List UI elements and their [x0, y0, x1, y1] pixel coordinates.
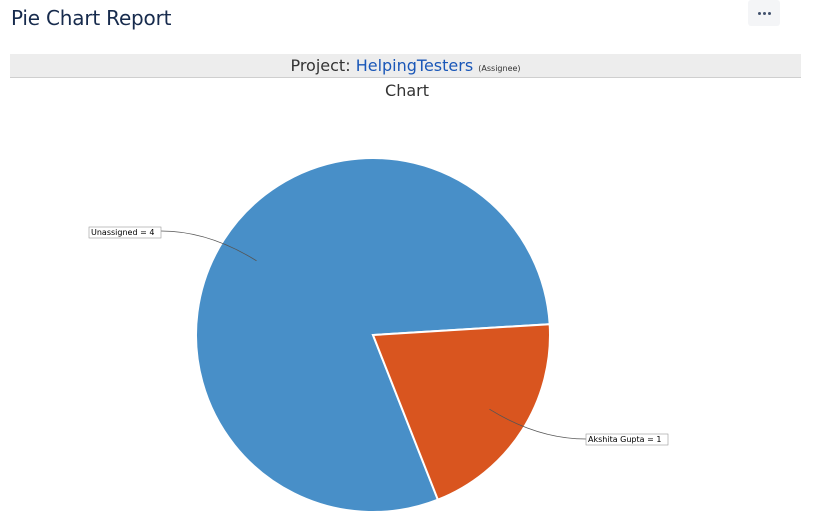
project-prefix: Project: — [290, 56, 351, 75]
pie-leader-line — [160, 230, 257, 262]
pie-label-box — [88, 226, 162, 239]
more-horizontal-icon — [757, 11, 771, 15]
pie-label: Akshita Gupta = 1 — [588, 435, 661, 444]
more-actions-button[interactable] — [748, 0, 780, 26]
project-bar: Project: HelpingTesters (Assignee) — [10, 54, 801, 78]
chart-title: Chart — [385, 81, 429, 100]
pie-leader-line — [489, 408, 587, 440]
pie-label: Unassigned = 4 — [91, 228, 154, 237]
page-title: Pie Chart Report — [11, 6, 172, 30]
project-link[interactable]: HelpingTesters — [355, 56, 474, 75]
pie-slice-akshita-gupta[interactable] — [371, 323, 551, 501]
pie-label-box — [585, 433, 669, 446]
statistic-type: (Assignee) — [478, 64, 521, 73]
